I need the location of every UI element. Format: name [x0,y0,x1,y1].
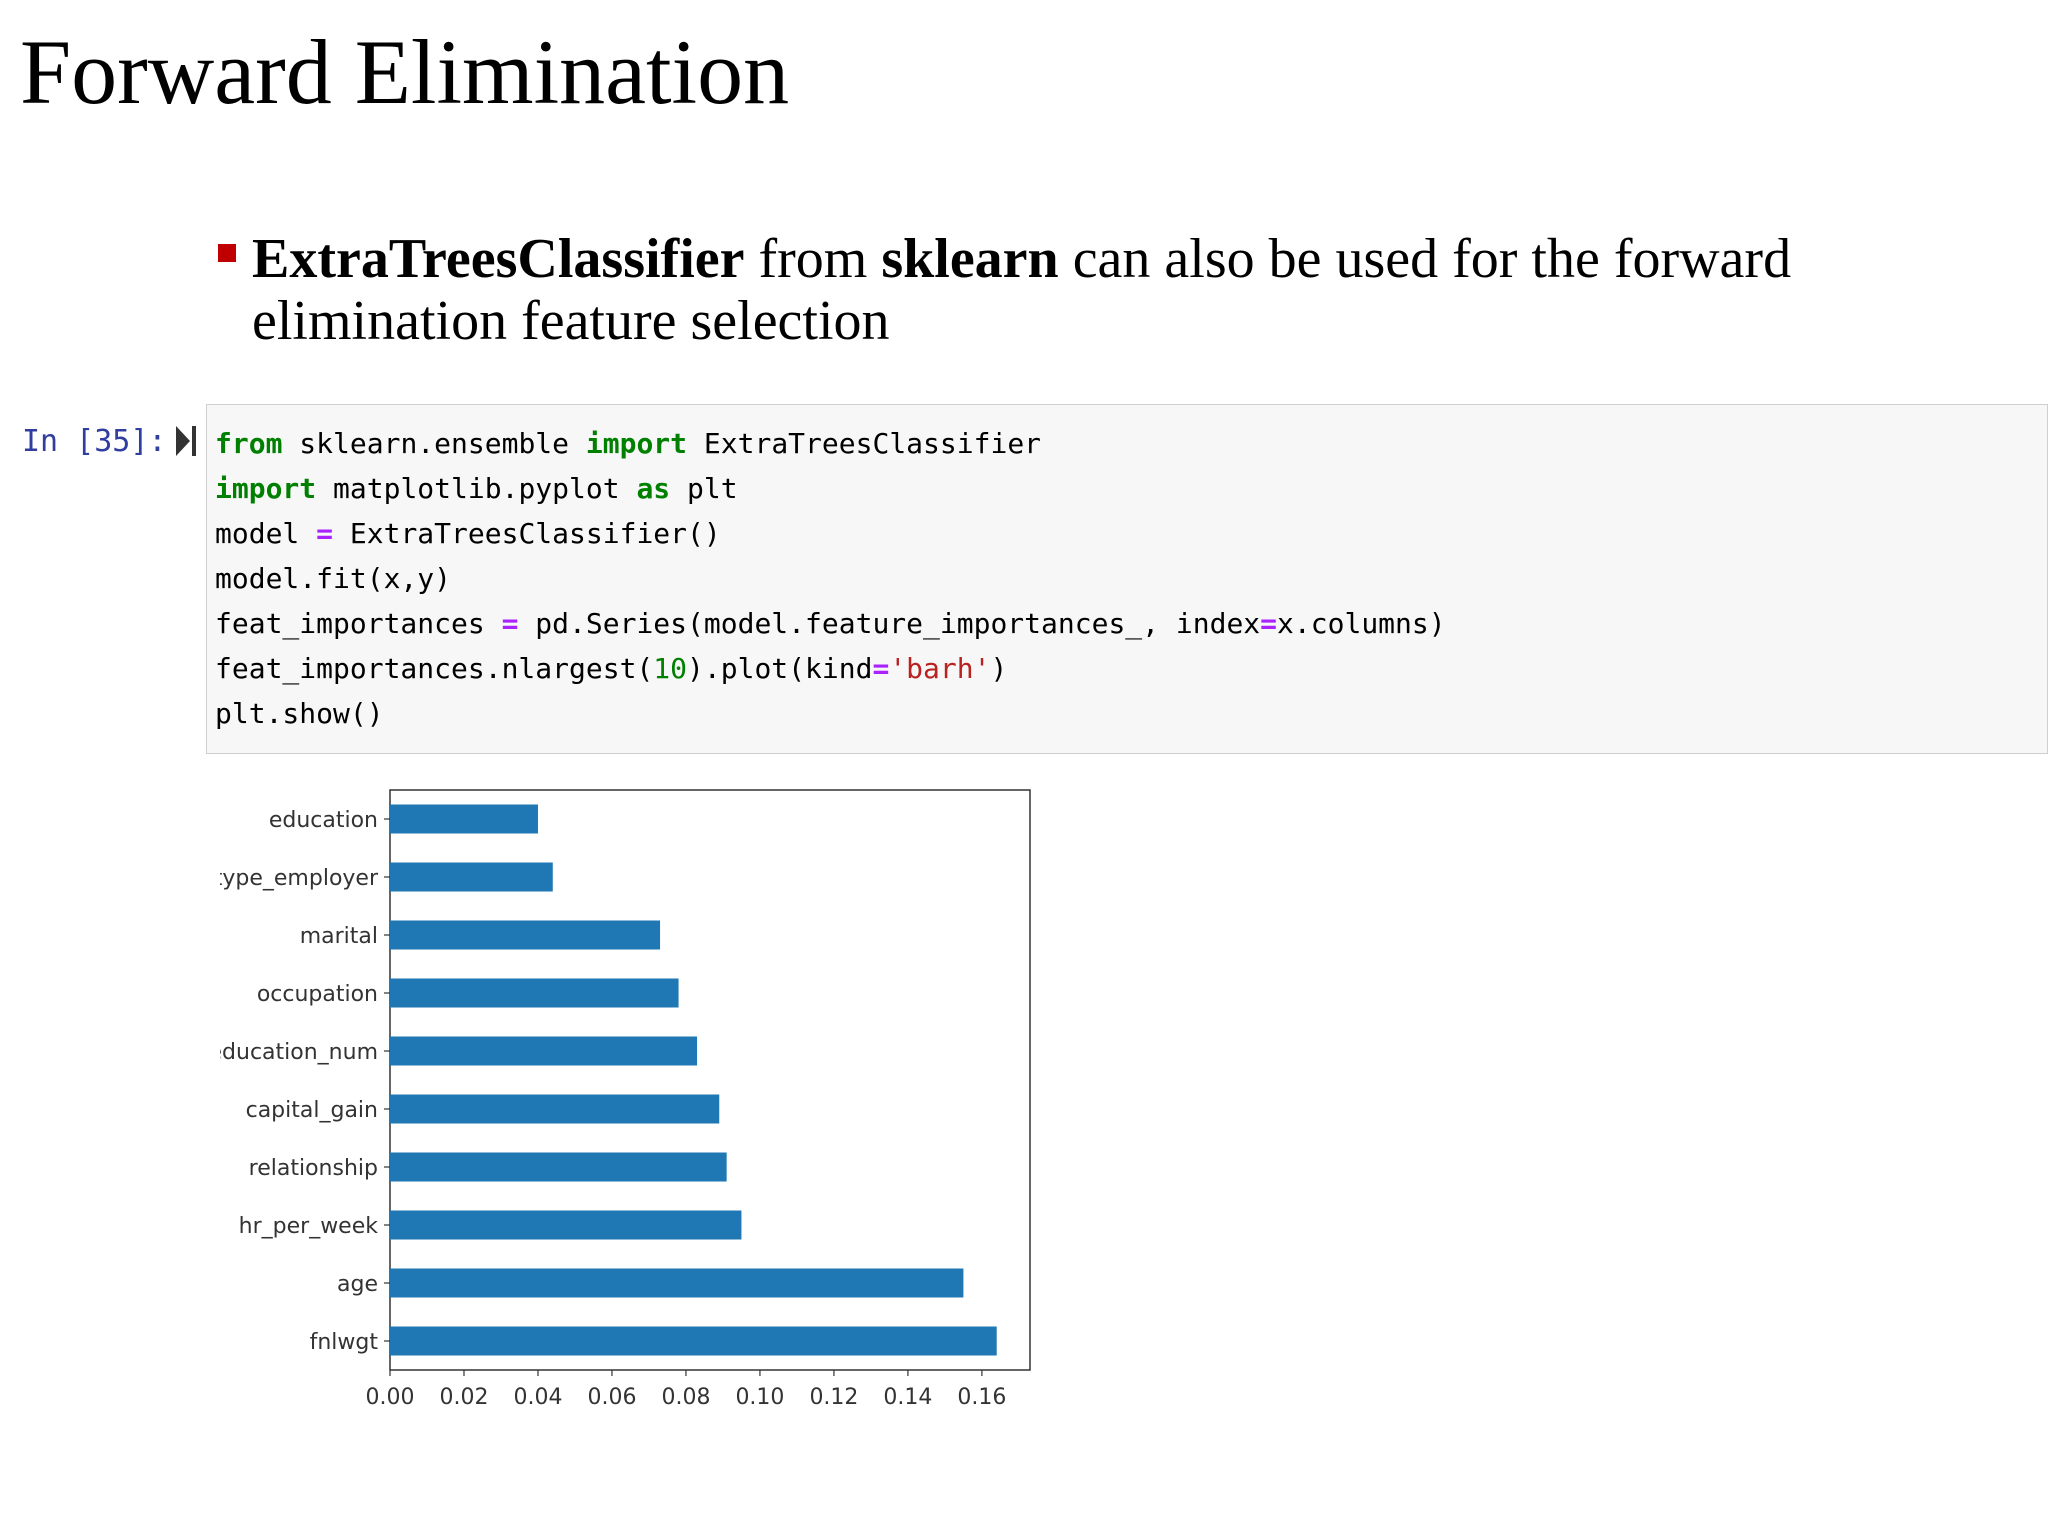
code-token: ) [990,652,1008,685]
code-line: feat_importances.nlargest(10).plot(kind=… [215,646,1446,691]
x-tick-label: 0.10 [735,1385,784,1410]
code-line: import matplotlib.pyplot as plt [215,466,1446,511]
x-tick-label: 0.14 [883,1385,932,1410]
y-tick-label: occupation [257,982,378,1007]
y-tick-label: type_employer [220,866,379,891]
x-tick-label: 0.02 [439,1385,488,1410]
code-line: model = ExtraTreesClassifier() [215,511,1446,556]
code-token: import [585,427,688,460]
code-token: sklearn.ensemble [282,427,586,460]
bar-occupation [390,978,679,1008]
code-token: 10 [653,652,688,685]
y-tick-label: age [337,1272,378,1297]
y-tick-label: education_num [220,1040,378,1065]
bar-education_num [390,1036,698,1066]
x-tick-label: 0.12 [809,1385,858,1410]
code-editor[interactable]: from sklearn.ensemble import ExtraTreesC… [215,421,1446,736]
code-token: from [215,427,283,460]
code-token: as [636,472,671,505]
code-token: = [316,517,334,550]
bar-relationship [390,1152,727,1182]
cell-prompt: In [35]: [22,424,167,459]
bullet-bold-sklearn: sklearn [881,228,1059,290]
code-line: plt.show() [215,691,1446,736]
bullet-text: ExtraTreesClassifier from sklearn can al… [252,228,1912,352]
y-tick-label: education [269,808,378,833]
run-cell-icon[interactable] [174,424,198,458]
code-token: = [501,607,519,640]
bullet-text-rest: can also be used for the forward elimina… [252,228,1792,352]
bar-hr_per_week [390,1210,742,1240]
bar-education [390,804,538,834]
y-tick-label: hr_per_week [239,1214,379,1239]
bar-capital_gain [390,1094,720,1124]
bar-type_employer [390,862,553,892]
x-tick-label: 0.16 [957,1385,1006,1410]
code-token: plt.show() [215,697,384,730]
bar-age [390,1268,964,1298]
code-token: import [215,472,317,505]
code-token: = [872,652,890,685]
x-tick-label: 0.00 [366,1385,415,1410]
bullet-bold-classifier: ExtraTreesClassifier [252,228,745,290]
code-token: ExtraTreesClassifier [687,427,1042,460]
code-token: ExtraTreesClassifier() [333,517,721,550]
y-tick-label: relationship [249,1156,378,1181]
y-tick-label: marital [300,924,378,949]
y-tick-label: capital_gain [246,1098,378,1123]
y-tick-label: fnlwgt [310,1330,379,1355]
x-tick-label: 0.08 [661,1385,710,1410]
slide-title: Forward Elimination [20,21,790,123]
code-token: pd.Series(model.feature_importances_, in… [518,607,1261,640]
bullet-text-from: from [744,228,882,290]
code-token: plt [670,472,738,505]
code-token: model [215,517,317,550]
code-token: x.columns) [1277,607,1446,640]
code-token: matplotlib.pyplot [316,472,637,505]
x-tick-label: 0.06 [587,1385,636,1410]
bar-fnlwgt [390,1326,997,1356]
code-line: model.fit(x,y) [215,556,1446,601]
code-token: 'barh' [889,652,991,685]
code-token: = [1260,607,1278,640]
code-cell[interactable]: from sklearn.ensemble import ExtraTreesC… [206,404,2048,754]
code-token: feat_importances.nlargest( [215,652,654,685]
code-token: ).plot(kind [687,652,873,685]
code-token: feat_importances [215,607,502,640]
bar-marital [390,920,661,950]
bullet-square-icon [218,244,236,262]
x-tick-label: 0.04 [513,1385,562,1410]
code-token: model.fit(x,y) [215,562,452,595]
code-line: from sklearn.ensemble import ExtraTreesC… [215,421,1446,466]
code-line: feat_importances = pd.Series(model.featu… [215,601,1446,646]
